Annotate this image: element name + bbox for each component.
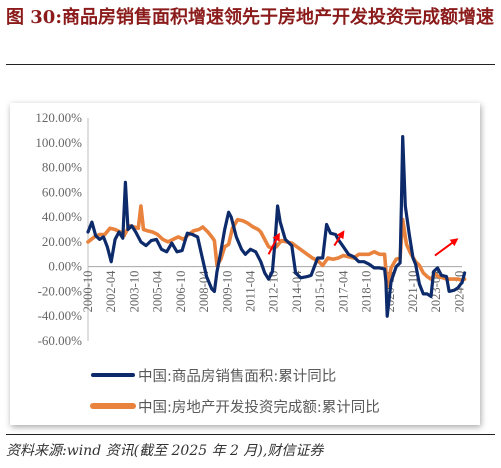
y-axis-ticks: 120.00% 100.00% 80.00% 60.00% 40.00% 20.00% 0.… [35, 110, 82, 348]
y-tick-label: 40.00% [42, 209, 82, 224]
x-tick-label: 2008-04 [197, 270, 211, 312]
figure-title: 图 30:商品房销售面积增速领先于房地产开发投资完成额增速 [6, 7, 494, 28]
title-rule [6, 64, 495, 65]
y-tick-label: 100.00% [35, 135, 82, 150]
series-layer [86, 135, 467, 318]
series-line-sales-area [86, 135, 467, 318]
y-tick-label: -20.00% [38, 283, 83, 298]
x-tick-label: 2017-04 [336, 270, 350, 312]
series-line-investment [86, 204, 467, 289]
y-tick-label: -40.00% [38, 308, 83, 323]
source-rule [6, 434, 495, 435]
legend-label: 中国:商品房销售面积:累计同比 [138, 368, 336, 385]
annotation-arrow [434, 238, 459, 257]
y-tick-label: 80.00% [42, 160, 82, 175]
source-note: 资料来源:wind 资讯(截至 2025 年 2 月),财信证券 [6, 443, 324, 459]
y-tick-label: 60.00% [42, 184, 82, 199]
y-tick-label: 0.00% [48, 259, 82, 274]
x-tick-label: 2015-10 [313, 271, 327, 313]
x-tick-label: 2018-10 [360, 271, 374, 313]
x-tick-label: 2012-10 [267, 271, 281, 313]
x-tick-label: 2006-10 [174, 271, 188, 313]
x-tick-label: 2002-04 [104, 270, 118, 312]
y-tick-label: -60.00% [38, 333, 83, 348]
x-tick-label: 2000-10 [81, 271, 95, 313]
x-tick-label: 2021-10 [406, 271, 420, 313]
annotation-arrow [333, 230, 345, 247]
annotations-layer [267, 230, 459, 257]
y-tick-label: 20.00% [42, 234, 82, 249]
chart-panel: 120.00% 100.00% 80.00% 60.00% 40.00% 20.00% 0.… [10, 103, 480, 425]
x-tick-label: 2009-10 [220, 271, 234, 313]
x-axis-ticks: 2000-10 2002-04 2003-10 2005-04 2006-10 2008-… [81, 270, 466, 312]
x-tick-label: 2011-04 [243, 270, 257, 312]
annotation-arrow [267, 232, 280, 255]
line-chart: 120.00% 100.00% 80.00% 60.00% 40.00% 20.00% 0.… [35, 110, 467, 416]
x-tick-label: 2014-04 [290, 270, 304, 312]
x-tick-label: 2003-10 [127, 271, 141, 313]
legend-label: 中国:房地产开发投资完成额:累计同比 [138, 399, 380, 416]
y-tick-label: 120.00% [35, 110, 82, 125]
x-tick-label: 2005-04 [151, 270, 165, 312]
